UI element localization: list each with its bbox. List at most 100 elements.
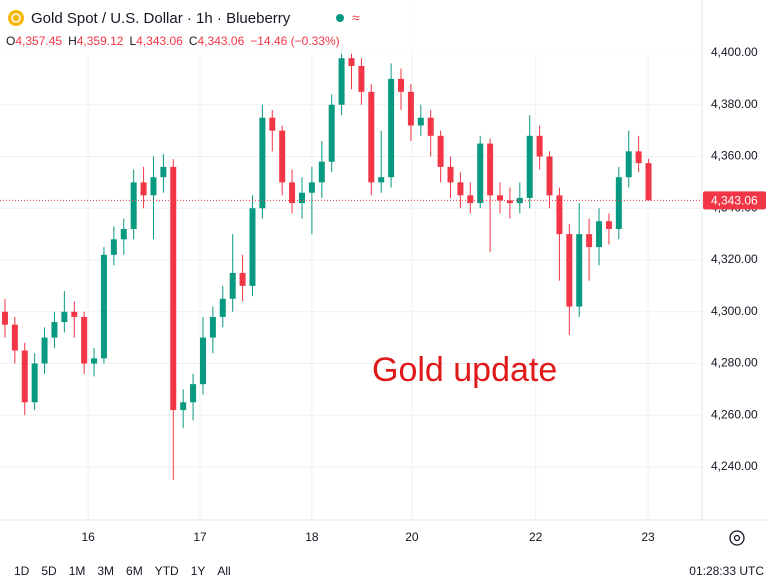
candle-body (615, 177, 622, 229)
ohlc-value: 4,359.12 (77, 34, 124, 48)
candle-body (180, 402, 187, 411)
x-tick-label: 22 (529, 530, 543, 544)
y-tick-label: 4,360.00 (711, 149, 758, 163)
candle-body (160, 166, 167, 178)
candle-body (31, 363, 38, 403)
x-tick-label: 20 (405, 530, 419, 544)
candle-body (526, 135, 533, 198)
symbol-icon-inner (11, 13, 21, 23)
y-tick-label: 4,400.00 (711, 45, 758, 59)
range-button[interactable]: 5D (41, 564, 57, 578)
y-tick-label: 4,380.00 (711, 97, 758, 111)
ohlc-key: O (6, 34, 15, 48)
candle-body (348, 58, 355, 66)
candle-body (586, 234, 593, 248)
candle-body (1, 311, 8, 325)
candle-body (536, 135, 543, 157)
candle-body (239, 272, 246, 286)
grid (0, 0, 702, 520)
candles (1, 47, 652, 480)
symbol-title[interactable]: Gold Spot / U.S. Dollar · 1h · Blueberry (31, 10, 291, 27)
candle-body (61, 311, 68, 323)
range-button[interactable]: 1D (14, 564, 30, 578)
candle-body (447, 166, 454, 183)
candle-body (298, 192, 305, 204)
candle-body (605, 221, 612, 229)
annotation: Gold update (372, 351, 557, 389)
candle-body (398, 78, 405, 92)
candle-body (437, 135, 444, 167)
candle-body (170, 166, 177, 411)
candle-body (259, 117, 266, 209)
range-button[interactable]: 1Y (191, 564, 206, 578)
candle-body (100, 254, 107, 359)
candle-body (368, 91, 375, 183)
range-button[interactable]: 1M (69, 564, 86, 578)
ohlc-key: C (189, 34, 198, 48)
x-tick-label: 18 (305, 530, 319, 544)
candle-body (427, 117, 434, 136)
candle-body (417, 117, 424, 126)
candle-body (219, 298, 226, 317)
candle-body (209, 316, 216, 338)
range-button[interactable]: YTD (155, 564, 179, 578)
range-button[interactable]: All (217, 564, 230, 578)
candle-body (467, 195, 474, 204)
candle-body (487, 143, 494, 196)
range-button[interactable]: 3M (97, 564, 114, 578)
ohlc-value: 4,343.06 (136, 34, 183, 48)
candle-body (21, 350, 28, 403)
candle-body (506, 200, 513, 204)
market-status[interactable] (336, 14, 344, 22)
y-tick-label: 4,300.00 (711, 304, 758, 318)
candle-body (91, 358, 98, 364)
candle-body (318, 161, 325, 183)
clock: 01:28:33 UTC (689, 564, 764, 578)
ohlc-change: −14.46 (−0.33%) (250, 34, 339, 48)
last-price-label: 4,343.06 (711, 194, 758, 208)
candle-body (546, 156, 553, 196)
candle-body (249, 208, 256, 286)
compare-icon[interactable]: ≈ (352, 10, 360, 26)
ohlc-line: O4,357.45 H4,359.12 L4,343.06 C4,343.06 −14.… (6, 34, 340, 48)
candle-body (358, 65, 365, 92)
candle-body (11, 324, 18, 351)
candle-body (199, 337, 206, 385)
candle-body (229, 272, 236, 299)
range-buttons: 1D 5D 1M 3M 6M YTD 1Y All (14, 564, 231, 578)
candle-body (645, 163, 652, 201)
candle-body (477, 143, 484, 204)
candle-body (190, 384, 197, 403)
candle-body (71, 311, 78, 317)
y-tick-label: 4,320.00 (711, 252, 758, 266)
candle-body (497, 195, 504, 201)
ohlc-value: 4,343.06 (198, 34, 245, 48)
y-tick-label: 4,240.00 (711, 459, 758, 473)
x-tick-label: 16 (81, 530, 95, 544)
candle-body (457, 182, 464, 196)
candle-body (81, 316, 88, 364)
candle-body (120, 228, 127, 240)
ohlc-key: H (68, 34, 77, 48)
range-button[interactable]: 6M (126, 564, 143, 578)
last-price-box (703, 191, 766, 210)
symbol-icon (8, 10, 24, 26)
candle-body (576, 234, 583, 307)
x-tick-label: 23 (641, 530, 655, 544)
settings-icon[interactable] (729, 530, 745, 546)
candle-body (279, 130, 286, 183)
candle-body (110, 239, 117, 255)
candle-body (289, 182, 296, 204)
candle-body (596, 221, 603, 248)
candle-body (140, 182, 147, 196)
candle-body (51, 322, 58, 338)
candle-body (635, 151, 642, 164)
candle-body (328, 104, 335, 162)
y-tick-label: 4,260.00 (711, 407, 758, 421)
candle-body (556, 195, 563, 235)
candle-body (407, 91, 414, 126)
candle-body (378, 177, 385, 183)
x-tick-label: 17 (193, 530, 207, 544)
